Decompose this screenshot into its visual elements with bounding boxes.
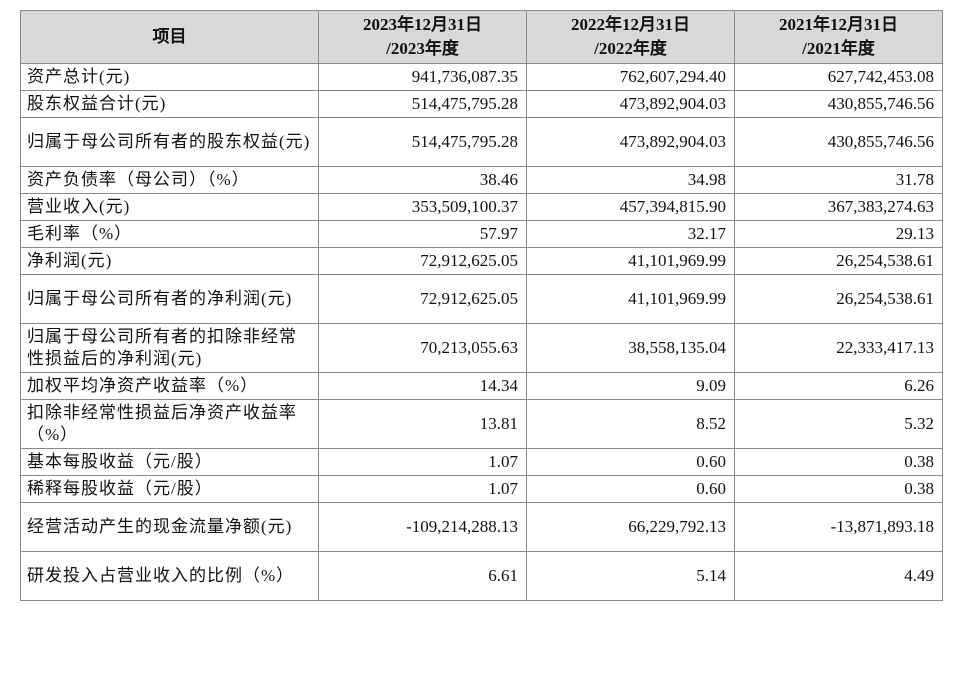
cell-2022: 32.17	[526, 220, 735, 248]
table-row: 经营活动产生的现金流量净额(元) -109,214,288.13 66,229,…	[20, 502, 943, 552]
row-label: 资产负债率（母公司）（%）	[20, 166, 319, 194]
row-label: 资产总计(元)	[20, 63, 319, 91]
cell-2023: 514,475,795.28	[318, 117, 527, 167]
table-row: 稀释每股收益（元/股） 1.07 0.60 0.38	[20, 475, 943, 503]
cell-2023: 38.46	[318, 166, 527, 194]
financial-table-container: 项目 2023年12月31日 /2023年度 2022年12月31日 /2022…	[20, 10, 943, 601]
table-row: 加权平均净资产收益率（%） 14.34 9.09 6.26	[20, 372, 943, 400]
table-row: 归属于母公司所有者的净利润(元) 72,912,625.05 41,101,96…	[20, 274, 943, 324]
table-row: 扣除非经常性损益后净资产收益率（%） 13.81 8.52 5.32	[20, 399, 943, 449]
cell-2021: 430,855,746.56	[734, 90, 943, 118]
table-row: 资产负债率（母公司）（%） 38.46 34.98 31.78	[20, 166, 943, 194]
cell-2022: 41,101,969.99	[526, 247, 735, 275]
cell-2022: 8.52	[526, 399, 735, 449]
cell-2023: -109,214,288.13	[318, 502, 527, 552]
cell-2021: 31.78	[734, 166, 943, 194]
cell-2021: 5.32	[734, 399, 943, 449]
cell-2021: 0.38	[734, 475, 943, 503]
cell-2021: 430,855,746.56	[734, 117, 943, 167]
cell-2023: 941,736,087.35	[318, 63, 527, 91]
cell-2021: 0.38	[734, 448, 943, 476]
row-label: 毛利率（%）	[20, 220, 319, 248]
header-2022-date: 2022年12月31日	[571, 15, 690, 34]
cell-2021: 29.13	[734, 220, 943, 248]
cell-2022: 762,607,294.40	[526, 63, 735, 91]
cell-2023: 72,912,625.05	[318, 274, 527, 324]
cell-2021: -13,871,893.18	[734, 502, 943, 552]
cell-2021: 367,383,274.63	[734, 193, 943, 221]
table-header-row: 项目 2023年12月31日 /2023年度 2022年12月31日 /2022…	[20, 10, 943, 64]
cell-2023: 1.07	[318, 448, 527, 476]
cell-2021: 4.49	[734, 551, 943, 601]
cell-2022: 9.09	[526, 372, 735, 400]
cell-2023: 14.34	[318, 372, 527, 400]
cell-2022: 34.98	[526, 166, 735, 194]
table-row: 研发投入占营业收入的比例（%） 6.61 5.14 4.49	[20, 551, 943, 601]
cell-2022: 38,558,135.04	[526, 323, 735, 373]
cell-2021: 6.26	[734, 372, 943, 400]
cell-2023: 353,509,100.37	[318, 193, 527, 221]
cell-2022: 0.60	[526, 448, 735, 476]
cell-2021: 22,333,417.13	[734, 323, 943, 373]
row-label: 归属于母公司所有者的扣除非经常性损益后的净利润(元)	[20, 323, 319, 373]
table-row: 归属于母公司所有者的扣除非经常性损益后的净利润(元) 70,213,055.63…	[20, 323, 943, 373]
table-row: 归属于母公司所有者的股东权益(元) 514,475,795.28 473,892…	[20, 117, 943, 167]
header-2021-year: /2021年度	[802, 39, 875, 58]
cell-2022: 5.14	[526, 551, 735, 601]
header-2023-year: /2023年度	[386, 39, 459, 58]
row-label: 基本每股收益（元/股）	[20, 448, 319, 476]
table-row: 营业收入(元) 353,509,100.37 457,394,815.90 36…	[20, 193, 943, 221]
cell-2023: 72,912,625.05	[318, 247, 527, 275]
table-row: 毛利率（%） 57.97 32.17 29.13	[20, 220, 943, 248]
row-label: 经营活动产生的现金流量净额(元)	[20, 502, 319, 552]
row-label: 股东权益合计(元)	[20, 90, 319, 118]
table-row: 资产总计(元) 941,736,087.35 762,607,294.40 62…	[20, 63, 943, 91]
row-label: 加权平均净资产收益率（%）	[20, 372, 319, 400]
header-2022: 2022年12月31日 /2022年度	[526, 10, 735, 64]
cell-2023: 13.81	[318, 399, 527, 449]
cell-2023: 70,213,055.63	[318, 323, 527, 373]
cell-2022: 66,229,792.13	[526, 502, 735, 552]
row-label: 归属于母公司所有者的净利润(元)	[20, 274, 319, 324]
header-item: 项目	[20, 10, 319, 64]
cell-2021: 26,254,538.61	[734, 274, 943, 324]
cell-2023: 57.97	[318, 220, 527, 248]
row-label: 营业收入(元)	[20, 193, 319, 221]
row-label: 净利润(元)	[20, 247, 319, 275]
table-row: 净利润(元) 72,912,625.05 41,101,969.99 26,25…	[20, 247, 943, 275]
cell-2021: 26,254,538.61	[734, 247, 943, 275]
header-2021-date: 2021年12月31日	[779, 15, 898, 34]
table-row: 基本每股收益（元/股） 1.07 0.60 0.38	[20, 448, 943, 476]
row-label: 扣除非经常性损益后净资产收益率（%）	[20, 399, 319, 449]
header-2021: 2021年12月31日 /2021年度	[734, 10, 943, 64]
cell-2023: 514,475,795.28	[318, 90, 527, 118]
cell-2023: 1.07	[318, 475, 527, 503]
header-2023: 2023年12月31日 /2023年度	[318, 10, 527, 64]
cell-2021: 627,742,453.08	[734, 63, 943, 91]
row-label: 稀释每股收益（元/股）	[20, 475, 319, 503]
financial-data-table: 项目 2023年12月31日 /2023年度 2022年12月31日 /2022…	[20, 10, 943, 601]
row-label: 归属于母公司所有者的股东权益(元)	[20, 117, 319, 167]
cell-2022: 0.60	[526, 475, 735, 503]
cell-2022: 457,394,815.90	[526, 193, 735, 221]
header-2022-year: /2022年度	[594, 39, 667, 58]
cell-2022: 41,101,969.99	[526, 274, 735, 324]
header-item-label: 项目	[152, 27, 187, 46]
table-row: 股东权益合计(元) 514,475,795.28 473,892,904.03 …	[20, 90, 943, 118]
header-2023-date: 2023年12月31日	[363, 15, 482, 34]
cell-2023: 6.61	[318, 551, 527, 601]
cell-2022: 473,892,904.03	[526, 90, 735, 118]
row-label: 研发投入占营业收入的比例（%）	[20, 551, 319, 601]
cell-2022: 473,892,904.03	[526, 117, 735, 167]
